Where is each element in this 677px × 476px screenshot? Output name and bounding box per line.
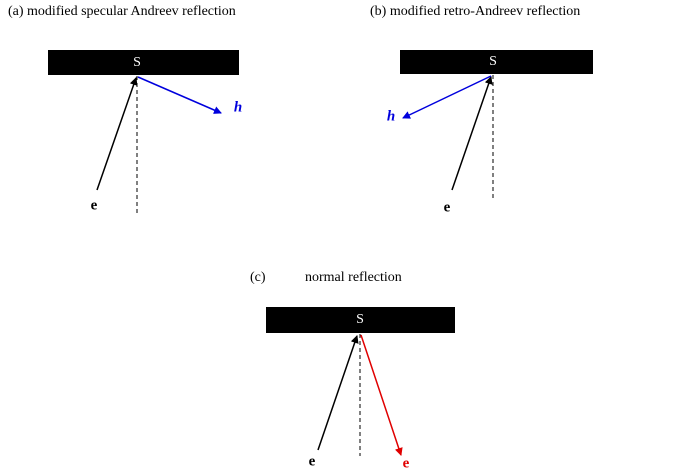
incoming-arrow	[451, 76, 493, 191]
outgoing-label: h	[234, 99, 242, 115]
superconductor	[266, 307, 455, 333]
panel-prefix: (c)	[250, 270, 266, 285]
panel-a: (a) modified specular Andreev reflection…	[8, 4, 242, 213]
outgoing-arrow	[402, 75, 492, 119]
panel-title: (a) modified specular Andreev reflection	[8, 4, 236, 19]
bar-label: S	[356, 312, 364, 327]
outgoing-arrow	[360, 334, 403, 456]
panel-title: (b) modified retro-Andreev reflection	[370, 4, 580, 19]
panel-c: (c) normal reflection S e e	[250, 270, 455, 471]
bar-label: S	[489, 54, 497, 69]
incoming-arrow	[96, 77, 138, 191]
outgoing-label: h	[387, 108, 395, 124]
outgoing-label: e	[403, 455, 410, 471]
panel-title: normal reflection	[305, 270, 402, 285]
panel-b: (b) modified retro-Andreev reflection S …	[370, 4, 593, 215]
bar-label: S	[133, 55, 141, 70]
superconductor	[48, 50, 239, 75]
outgoing-arrow	[137, 76, 222, 114]
incoming-label: e	[91, 197, 98, 213]
incoming-label: e	[309, 453, 316, 469]
incoming-arrow	[317, 335, 359, 451]
incoming-label: e	[444, 199, 451, 215]
superconductor	[400, 50, 593, 74]
